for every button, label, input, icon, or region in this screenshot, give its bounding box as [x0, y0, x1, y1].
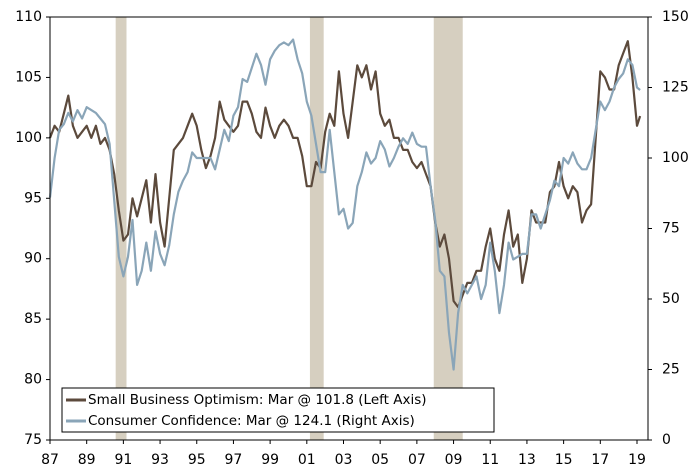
x-tick-label: 91	[114, 452, 132, 468]
y2-tick-label: 150	[662, 9, 689, 25]
x-tick-label: 05	[371, 452, 389, 468]
y-tick-label: 105	[15, 69, 42, 85]
x-tick-label: 93	[151, 452, 169, 468]
y-tick-label: 95	[24, 190, 42, 206]
legend-label: Small Business Optimism: Mar @ 101.8 (Le…	[88, 392, 427, 408]
x-tick-label: 15	[555, 452, 573, 468]
y2-tick-label: 75	[662, 221, 680, 237]
y-tick-label: 75	[24, 432, 42, 448]
y-tick-label: 100	[15, 130, 42, 146]
y-tick-label: 85	[24, 311, 42, 327]
x-tick-label: 99	[261, 452, 279, 468]
x-tick-label: 97	[225, 452, 243, 468]
legend-box	[61, 387, 495, 433]
x-tick-label: 03	[335, 452, 353, 468]
x-tick-label: 87	[41, 452, 59, 468]
recession-band	[309, 17, 324, 440]
x-tick-label: 09	[445, 452, 463, 468]
series-line	[48, 40, 642, 309]
x-tick-label: 89	[78, 452, 96, 468]
x-tick-label: 13	[518, 452, 536, 468]
x-tick-label: 17	[591, 452, 609, 468]
x-tick-label: 01	[298, 452, 316, 468]
series-line	[48, 38, 641, 371]
x-tick-label: 95	[188, 452, 206, 468]
legend-label: Consumer Confidence: Mar @ 124.1 (Right …	[88, 413, 415, 429]
y-tick-label: 90	[24, 251, 42, 267]
x-tick-label: 11	[481, 452, 499, 468]
y-tick-label: 80	[24, 372, 42, 388]
y2-tick-label: 25	[662, 362, 680, 378]
x-tick-label: 19	[628, 452, 646, 468]
y2-tick-label: 100	[662, 150, 689, 166]
y2-tick-label: 50	[662, 291, 680, 307]
y2-tick-label: 125	[662, 80, 689, 96]
x-tick-label: 07	[408, 452, 426, 468]
y2-tick-label: 0	[662, 432, 671, 448]
y-tick-label: 110	[15, 9, 42, 25]
recession-band	[433, 17, 463, 440]
